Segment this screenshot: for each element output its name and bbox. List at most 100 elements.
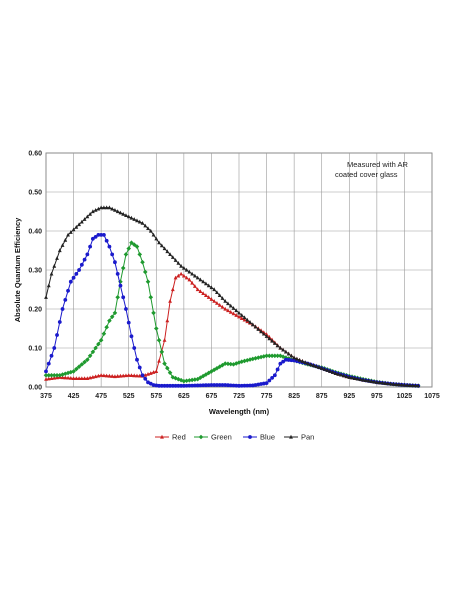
data-point bbox=[416, 383, 421, 388]
data-point bbox=[264, 381, 269, 385]
data-point bbox=[181, 273, 186, 278]
data-point bbox=[118, 283, 123, 288]
data-point bbox=[209, 369, 214, 374]
data-point bbox=[93, 374, 98, 379]
data-point bbox=[173, 275, 178, 280]
data-point bbox=[206, 370, 211, 376]
data-point bbox=[148, 228, 153, 233]
data-point bbox=[256, 355, 261, 360]
data-point bbox=[308, 362, 313, 367]
data-point bbox=[173, 375, 178, 381]
data-point bbox=[162, 361, 167, 366]
data-point bbox=[198, 383, 203, 388]
data-point bbox=[215, 290, 219, 295]
data-point bbox=[173, 258, 178, 262]
data-point bbox=[121, 373, 126, 378]
data-point bbox=[192, 377, 198, 382]
data-point bbox=[391, 381, 396, 386]
y-tick-label: 0.30 bbox=[28, 268, 42, 275]
data-point bbox=[198, 434, 204, 440]
data-point bbox=[278, 345, 283, 350]
data-point bbox=[347, 375, 352, 379]
data-point bbox=[413, 383, 418, 388]
data-point bbox=[157, 383, 161, 388]
data-point bbox=[165, 318, 170, 323]
x-tick-label: 875 bbox=[316, 393, 328, 400]
x-tick-label: 825 bbox=[288, 393, 300, 400]
data-point bbox=[226, 301, 230, 306]
data-point bbox=[198, 289, 203, 294]
data-point bbox=[148, 295, 154, 300]
data-point bbox=[204, 281, 208, 286]
x-tick-label: 1075 bbox=[424, 393, 440, 400]
x-tick-label: 925 bbox=[343, 393, 355, 400]
data-point bbox=[289, 434, 293, 439]
axis-layer: 375 425 475 525 575 625 675 725 775 825 875 925 975 1… bbox=[28, 151, 440, 401]
data-point bbox=[190, 271, 195, 276]
data-point bbox=[181, 265, 186, 270]
data-point bbox=[388, 381, 393, 386]
data-point bbox=[212, 299, 217, 303]
data-point bbox=[317, 365, 321, 369]
data-point bbox=[63, 375, 68, 380]
data-point bbox=[234, 383, 239, 388]
data-point bbox=[333, 371, 338, 375]
data-point bbox=[264, 334, 269, 338]
data-point bbox=[102, 205, 106, 210]
data-point bbox=[137, 365, 142, 370]
data-point bbox=[126, 373, 131, 377]
data-point bbox=[204, 383, 208, 388]
data-point bbox=[90, 374, 95, 379]
data-point bbox=[137, 219, 142, 224]
data-point bbox=[231, 311, 236, 316]
y-axis-title: Absolute Quantum Efficiency bbox=[13, 217, 22, 322]
data-point bbox=[99, 373, 104, 377]
data-point bbox=[85, 252, 90, 257]
data-point bbox=[49, 353, 54, 358]
data-point bbox=[322, 367, 327, 371]
data-point bbox=[250, 322, 255, 327]
data-point bbox=[278, 353, 283, 359]
data-point bbox=[184, 383, 189, 388]
data-point bbox=[297, 357, 302, 362]
data-point bbox=[82, 359, 87, 365]
data-point bbox=[153, 326, 159, 331]
data-point bbox=[358, 377, 363, 382]
data-point bbox=[231, 306, 236, 310]
data-point bbox=[275, 343, 280, 348]
data-point bbox=[220, 296, 225, 300]
data-point bbox=[209, 383, 214, 387]
data-point bbox=[303, 360, 308, 365]
data-point bbox=[170, 383, 175, 388]
data-point bbox=[107, 244, 112, 249]
data-point bbox=[198, 277, 203, 282]
data-point bbox=[270, 338, 274, 343]
data-point bbox=[46, 376, 51, 381]
data-point bbox=[134, 244, 140, 249]
data-point bbox=[63, 298, 68, 302]
legend-label: Blue bbox=[260, 433, 275, 442]
data-point bbox=[178, 377, 184, 383]
data-point bbox=[184, 378, 189, 384]
data-point bbox=[212, 383, 217, 387]
data-point bbox=[339, 372, 343, 377]
data-point bbox=[68, 279, 73, 284]
x-tick-label: 1025 bbox=[397, 393, 413, 400]
data-point bbox=[195, 275, 200, 280]
data-point bbox=[165, 383, 170, 388]
data-point bbox=[369, 379, 374, 383]
data-point bbox=[112, 310, 118, 316]
x-tick-label: 475 bbox=[95, 393, 107, 400]
legend-label: Pan bbox=[301, 433, 314, 442]
data-point bbox=[165, 365, 170, 371]
data-point bbox=[85, 214, 90, 219]
data-point bbox=[259, 329, 263, 334]
data-point bbox=[195, 383, 200, 388]
data-point bbox=[319, 366, 324, 370]
data-point bbox=[405, 383, 410, 387]
annotation-line-1: Measured with AR bbox=[347, 160, 408, 169]
data-point bbox=[93, 234, 98, 239]
data-point bbox=[253, 355, 258, 361]
y-tick-label: 0.20 bbox=[28, 307, 42, 314]
data-point bbox=[211, 367, 217, 373]
